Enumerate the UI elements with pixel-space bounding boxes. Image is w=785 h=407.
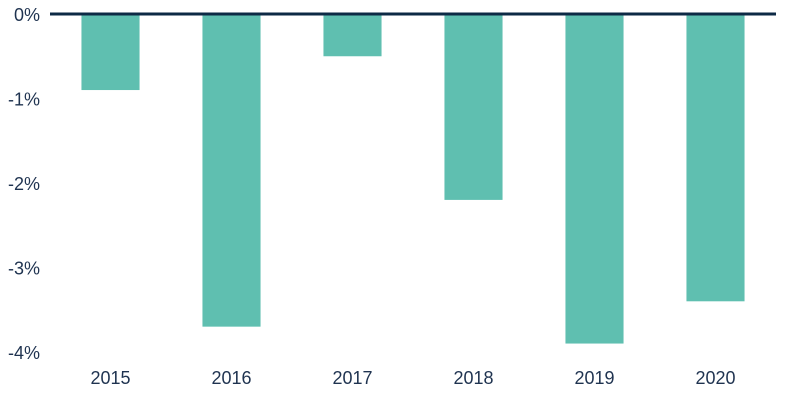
y-tick-label: -2%	[8, 174, 40, 194]
bar	[686, 14, 745, 302]
y-tick-label: -4%	[8, 343, 40, 363]
y-tick-label: -1%	[8, 89, 40, 109]
bar	[565, 14, 624, 344]
x-tick-label: 2020	[695, 368, 735, 388]
x-tick-label: 2018	[453, 368, 493, 388]
x-tick-label: 2017	[332, 368, 372, 388]
bar	[444, 14, 503, 200]
bar	[202, 14, 261, 327]
x-tick-label: 2016	[211, 368, 251, 388]
y-tick-label: 0%	[14, 5, 40, 25]
y-tick-label: -3%	[8, 258, 40, 278]
bar	[81, 14, 140, 91]
x-tick-label: 2015	[90, 368, 130, 388]
bar	[323, 14, 382, 57]
x-tick-label: 2019	[574, 368, 614, 388]
